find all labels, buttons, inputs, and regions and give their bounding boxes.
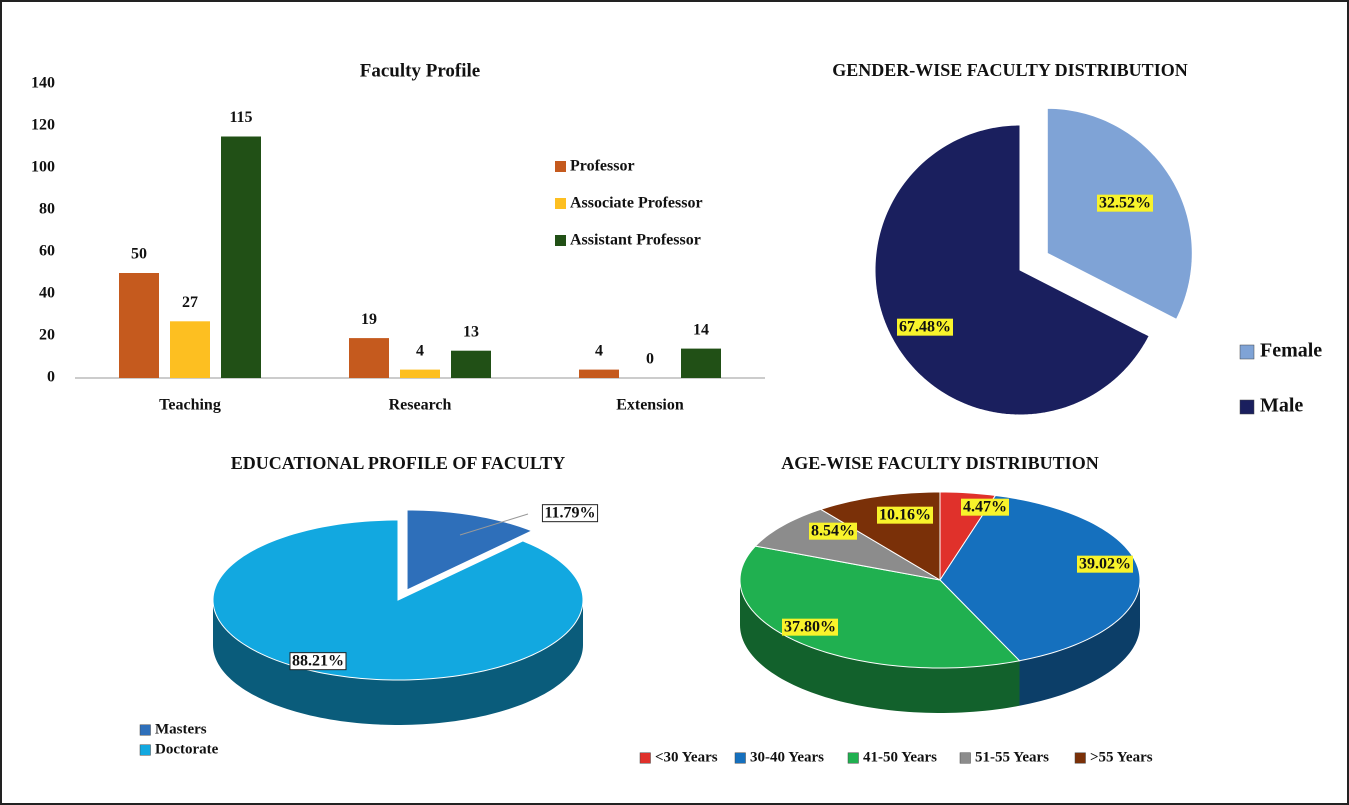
data-label: 4.47% xyxy=(963,499,1007,516)
legend-swatch xyxy=(1074,752,1086,764)
pie-slice xyxy=(754,508,941,581)
legend-label: Doctorate xyxy=(155,741,219,757)
x-tick-label: Extension xyxy=(616,397,684,414)
y-tick-label: 80 xyxy=(39,201,55,218)
y-tick-label: 100 xyxy=(31,159,55,176)
leader-line xyxy=(459,513,529,536)
data-label: 19 xyxy=(361,311,377,328)
bar xyxy=(221,136,261,378)
pie-slice xyxy=(406,509,534,591)
legend-label: 41-50 Years xyxy=(863,749,937,765)
label-box xyxy=(961,498,1009,516)
legend-label: Male xyxy=(1260,395,1303,417)
data-label: 39.02% xyxy=(1079,556,1131,573)
label-box xyxy=(1097,194,1153,212)
legend-label: Assistant Professor xyxy=(570,232,701,249)
legend-swatch xyxy=(555,235,566,246)
chart-title: Faculty Profile xyxy=(360,60,480,81)
label-box xyxy=(289,652,347,671)
x-tick-label: Research xyxy=(389,397,452,414)
legend-label: <30 Years xyxy=(655,749,718,765)
data-label: 10.16% xyxy=(879,507,931,524)
legend-swatch xyxy=(1239,399,1255,415)
pie-slice xyxy=(212,519,584,681)
y-tick-label: 140 xyxy=(31,75,55,92)
data-label: 11.79% xyxy=(544,505,595,522)
data-label: 88.21% xyxy=(292,653,344,670)
legend-label: Professor xyxy=(570,158,635,175)
y-tick-label: 120 xyxy=(31,117,55,134)
legend-swatch xyxy=(139,744,151,756)
label-box xyxy=(541,504,599,523)
bar xyxy=(579,369,619,378)
pie-side xyxy=(1019,580,1140,706)
x-tick-label: Teaching xyxy=(159,397,221,414)
legend-label: Associate Professor xyxy=(570,195,703,212)
y-tick-label: 60 xyxy=(39,243,55,260)
legend-label: Masters xyxy=(155,721,207,737)
data-label: 8.54% xyxy=(811,523,855,540)
y-tick-label: 40 xyxy=(39,285,55,302)
chart-title: EDUCATIONAL PROFILE OF FACULTY xyxy=(231,453,566,473)
data-label: 14 xyxy=(693,321,709,338)
pie-side xyxy=(740,580,1020,713)
pie-slice xyxy=(739,545,1021,669)
chart-title: GENDER-WISE FACULTY DISTRIBUTION xyxy=(832,60,1187,80)
data-label: 37.80% xyxy=(784,619,836,636)
bar xyxy=(170,321,210,378)
label-box xyxy=(1077,555,1133,573)
legend-swatch xyxy=(639,752,651,764)
chart-title: AGE-WISE FACULTY DISTRIBUTION xyxy=(781,453,1098,473)
legend-swatch xyxy=(959,752,971,764)
data-label: 13 xyxy=(463,323,479,340)
legend-swatch xyxy=(1239,344,1255,360)
data-label: 50 xyxy=(131,246,147,263)
data-label: 4 xyxy=(416,342,424,359)
y-tick-label: 20 xyxy=(39,327,55,344)
legend-swatch xyxy=(139,724,151,736)
bar xyxy=(681,348,721,378)
legend-label: 30-40 Years xyxy=(750,749,824,765)
legend-swatch xyxy=(847,752,859,764)
pie-slice xyxy=(1046,107,1193,320)
label-box xyxy=(782,618,838,636)
legend-swatch xyxy=(555,198,566,209)
data-label: 115 xyxy=(229,109,252,126)
y-tick-label: 0 xyxy=(47,369,55,386)
bar xyxy=(119,273,159,378)
data-label: 27 xyxy=(182,294,198,311)
bar xyxy=(349,338,389,378)
data-label: 4 xyxy=(595,342,603,359)
legend-label: Female xyxy=(1260,340,1322,362)
label-box xyxy=(897,318,953,336)
legend-label: 51-55 Years xyxy=(975,749,1049,765)
pie-slice xyxy=(874,124,1150,416)
label-box xyxy=(877,506,933,524)
data-label: 32.52% xyxy=(1099,195,1151,212)
pie-slice xyxy=(939,494,1141,662)
bar xyxy=(400,369,440,378)
legend-label: >55 Years xyxy=(1090,749,1153,765)
data-label: 0 xyxy=(646,351,654,368)
pie-side xyxy=(213,600,583,725)
legend-swatch xyxy=(734,752,746,764)
data-label: 67.48% xyxy=(899,319,951,336)
legend-swatch xyxy=(555,161,566,172)
label-box xyxy=(809,522,857,540)
bar xyxy=(451,350,491,378)
